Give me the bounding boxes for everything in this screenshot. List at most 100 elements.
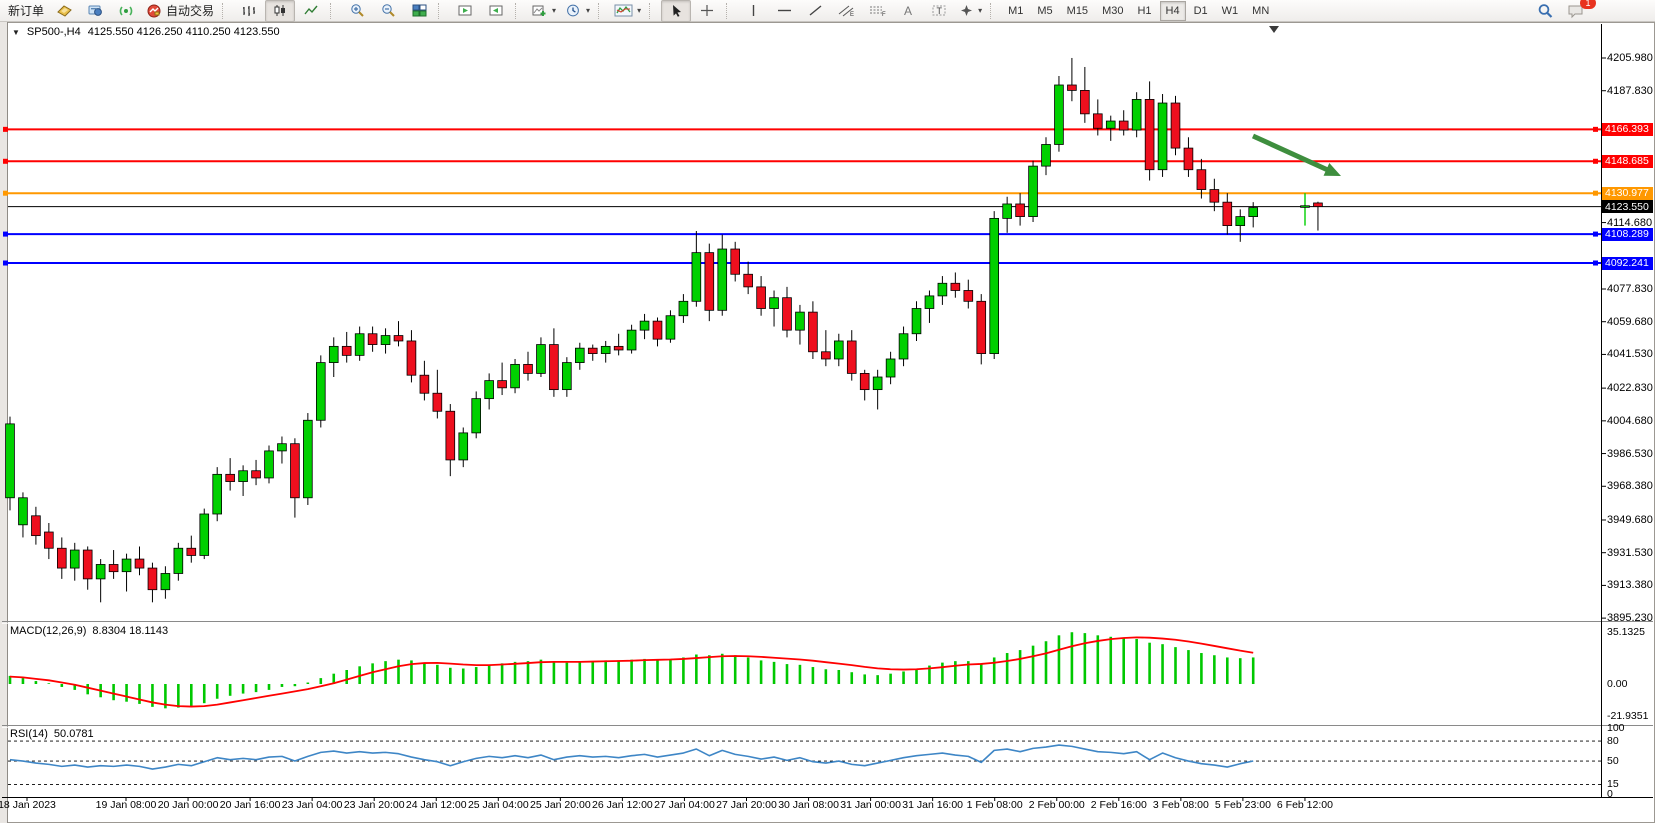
- timeframe-button-h1[interactable]: H1: [1137, 4, 1152, 17]
- notifications-button[interactable]: 1: [1561, 0, 1596, 22]
- line-right-handle[interactable]: [1593, 126, 1598, 132]
- shapes-button[interactable]: ▾: [955, 0, 986, 22]
- new-order-button[interactable]: 新订单: [4, 0, 48, 22]
- timeframe-button-w1[interactable]: W1: [1221, 4, 1239, 17]
- timeframe-button-d1[interactable]: D1: [1193, 4, 1208, 17]
- chart-shift-button[interactable]: [450, 0, 480, 22]
- candle-body: [976, 300, 987, 354]
- toolbar-grip: [990, 2, 998, 19]
- date-label: 25 Jan 20:00: [529, 799, 591, 811]
- candle-body: [238, 470, 248, 482]
- candle-body: [18, 497, 28, 526]
- price-tick-label: 3949.680: [1607, 513, 1653, 526]
- candle-body: [1093, 113, 1103, 129]
- trend-arrow-annotation[interactable]: [1251, 133, 1333, 175]
- crosshair-button[interactable]: [692, 0, 722, 22]
- auto-trading-button[interactable]: 自动交易: [142, 0, 218, 22]
- tile-windows-icon: [412, 4, 427, 17]
- line-right-handle[interactable]: [1593, 231, 1598, 237]
- toolbar-grip: [598, 2, 606, 19]
- order-ticket-icon: [56, 5, 72, 17]
- trend-arrow-head: [1323, 163, 1341, 176]
- line-right-handle[interactable]: [1593, 260, 1598, 266]
- date-label: 5 Feb 23:00: [1214, 799, 1271, 811]
- line-chart-button[interactable]: [296, 0, 326, 22]
- candle-body: [885, 358, 896, 378]
- line-left-handle[interactable]: [3, 260, 8, 266]
- horizontal-line-button[interactable]: [769, 0, 799, 22]
- timeframe-button-m15[interactable]: M15: [1066, 4, 1089, 17]
- new-chart-button[interactable]: ▾: [527, 0, 560, 22]
- text-icon: A: [904, 4, 912, 18]
- tile-windows-button[interactable]: [404, 0, 434, 22]
- line-right-handle[interactable]: [1593, 158, 1598, 164]
- trendline-button[interactable]: [800, 0, 830, 22]
- rsi-axis-label: 100: [1607, 721, 1625, 734]
- candle-body: [1196, 169, 1207, 190]
- indicators-button[interactable]: ▾: [610, 0, 645, 22]
- market-watch-button[interactable]: [80, 0, 110, 22]
- candle-body: [1080, 90, 1090, 115]
- timeframe-button-m5[interactable]: M5: [1037, 4, 1053, 17]
- period-button[interactable]: ▾: [561, 0, 594, 22]
- candle-body: [354, 333, 365, 356]
- candle-body: [95, 564, 106, 580]
- timeframe-button-m30[interactable]: M30: [1102, 4, 1124, 17]
- signal-icon: [119, 6, 132, 16]
- candle-body: [315, 362, 326, 421]
- signal-button[interactable]: [111, 0, 141, 22]
- scroll-marker-icon[interactable]: [1269, 26, 1279, 33]
- vertical-line-button[interactable]: [738, 0, 768, 22]
- zoom-out-icon: [381, 4, 395, 17]
- bar-chart-button[interactable]: [234, 0, 264, 22]
- candlestick-icon: [274, 5, 285, 16]
- line-price-label: 4166.393: [1602, 122, 1653, 136]
- line-left-handle[interactable]: [3, 158, 8, 164]
- candlestick-chart-button[interactable]: [265, 0, 296, 22]
- chart-header: ▼ SP500-,H4 4125.550 4126.250 4110.250 4…: [12, 26, 280, 38]
- candle-body: [549, 344, 559, 391]
- date-label: 1 Feb 08:00: [966, 799, 1023, 811]
- line-left-handle[interactable]: [3, 190, 8, 196]
- candle-body: [872, 376, 883, 391]
- line-left-handle[interactable]: [3, 126, 8, 132]
- candle-body: [691, 252, 702, 302]
- macd-values: 8.8304 18.1143: [92, 625, 169, 637]
- date-label: 20 Jan 16:00: [219, 799, 281, 811]
- candle-body: [523, 363, 533, 374]
- price-tick-label: 4022.830: [1607, 382, 1653, 395]
- timeframe-button-mn[interactable]: MN: [1252, 4, 1270, 17]
- chart-autoscroll-button[interactable]: [481, 0, 511, 22]
- trendline-icon: [809, 5, 822, 16]
- svg-text:T: T: [936, 6, 942, 16]
- candle-body: [341, 345, 352, 356]
- candle-body: [212, 473, 223, 515]
- timeframe-button-h4[interactable]: H4: [1159, 0, 1186, 21]
- macd-axis-label: 0.00: [1607, 678, 1628, 690]
- line-right-handle[interactable]: [1593, 190, 1598, 196]
- search-button[interactable]: [1530, 0, 1560, 22]
- label-button[interactable]: T: [924, 0, 954, 22]
- price-tick-label: 3986.530: [1607, 447, 1653, 460]
- price-tick-label: 3913.380: [1607, 579, 1653, 592]
- line-left-handle[interactable]: [3, 231, 8, 237]
- zoom-out-button[interactable]: [373, 0, 403, 22]
- fibonacci-icon: F: [869, 6, 886, 18]
- chevron-down-icon[interactable]: ▼: [12, 27, 20, 37]
- fibonacci-button[interactable]: F: [862, 0, 892, 22]
- date-label: 19 Jan 08:00: [95, 799, 157, 811]
- candle-body: [1300, 205, 1310, 208]
- candle-body: [471, 398, 481, 434]
- candle-body: [536, 344, 546, 374]
- vertical-line-icon: [752, 5, 754, 16]
- timeframe-button-m1[interactable]: M1: [1008, 4, 1024, 17]
- zoom-in-button[interactable]: [342, 0, 372, 22]
- price-tick-label: 4187.830: [1607, 84, 1653, 97]
- order-ticket-button[interactable]: [49, 0, 79, 22]
- cursor-button[interactable]: [661, 0, 692, 22]
- candle-body: [31, 515, 41, 537]
- text-button[interactable]: A: [893, 0, 923, 22]
- price-chart[interactable]: [0, 22, 1655, 823]
- candle-body: [665, 315, 676, 340]
- channel-button[interactable]: E: [831, 0, 861, 22]
